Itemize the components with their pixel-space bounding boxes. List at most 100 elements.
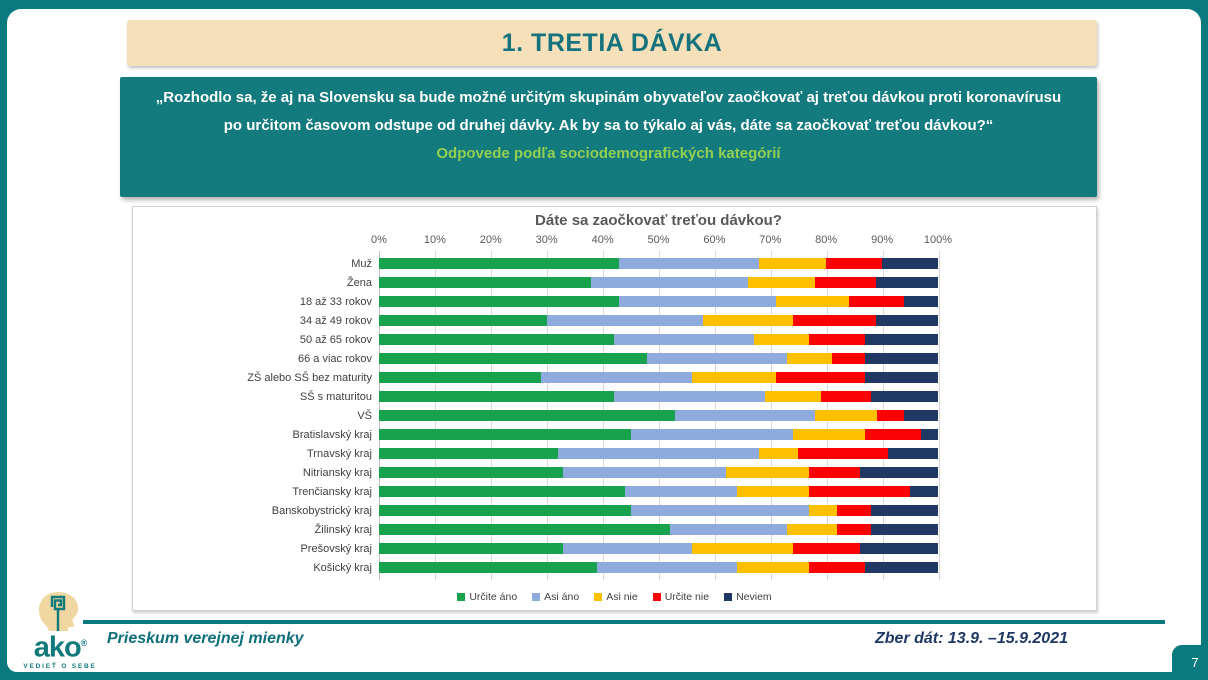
axis-tick-label: 40% (591, 234, 614, 246)
bar-segment (798, 448, 888, 459)
category-label: Prešovský kraj (300, 542, 372, 555)
bar-segment (876, 315, 938, 326)
question-box: „Rozhodlo sa, že aj na Slovensku sa bude… (120, 77, 1097, 197)
chart-legend: Určite áno Asi áno Asi nie Určite nie Neviem (133, 591, 1096, 603)
chart-title: Dáte sa zaočkovať treťou dávkou? (535, 212, 782, 229)
bar-segment (563, 543, 693, 554)
bar-segment (815, 410, 877, 421)
gridline (939, 251, 940, 580)
chart-panel: Dáte sa zaočkovať treťou dávkou? 0% 10% 20… (132, 206, 1097, 611)
bar-segment (379, 467, 564, 478)
bar-segment (379, 410, 676, 421)
bar-segment (865, 372, 938, 383)
bar-segment (379, 277, 592, 288)
legend-label: Určite nie (664, 591, 710, 603)
bar-segment (613, 334, 754, 345)
legend-item: Neviem (724, 591, 772, 603)
bar-segment (747, 277, 815, 288)
legend-label: Asi nie (606, 591, 638, 603)
bar-segment (624, 486, 737, 497)
bar-segment (725, 467, 810, 478)
bar-segment (865, 334, 938, 345)
category-label: ZŠ alebo SŠ bez maturity (247, 371, 372, 384)
bar-segment (809, 334, 866, 345)
bar-segment (546, 315, 704, 326)
bar-track (379, 353, 938, 364)
legend-label: Neviem (736, 591, 772, 603)
category-label: Nitriansky kraj (302, 466, 372, 479)
bar-segment (379, 334, 614, 345)
chart-row: Bratislavský kraj (133, 425, 1098, 444)
bar-track (379, 467, 938, 478)
registered-mark: ® (80, 638, 88, 648)
bar-segment (379, 372, 542, 383)
page-number-tab: 7 (1172, 645, 1208, 680)
legend-swatch (532, 593, 541, 601)
axis-tick-label: 0% (371, 234, 387, 246)
footer-divider (83, 620, 1165, 624)
legend-label: Asi áno (544, 591, 580, 603)
chart-row: ZŠ alebo SŠ bez maturity (133, 368, 1098, 387)
bar-segment (379, 505, 631, 516)
bar-segment (904, 410, 938, 421)
bar-segment (826, 258, 883, 269)
chart-row: 66 a viac rokov (133, 349, 1098, 368)
bar-segment (865, 562, 938, 573)
bar-segment (792, 429, 866, 440)
bar-segment (379, 258, 620, 269)
bar-segment (859, 467, 938, 478)
bar-segment (379, 391, 614, 402)
slide-title: 1. TRETIA DÁVKA (501, 28, 723, 57)
legend-swatch (594, 593, 603, 601)
bar-segment (379, 315, 547, 326)
slide-header: 1. TRETIA DÁVKA (127, 20, 1097, 66)
chart-row: Muž (133, 254, 1098, 273)
bar-segment (787, 524, 838, 535)
bar-segment (669, 524, 788, 535)
bar-segment (379, 296, 620, 307)
logo-tagline: VEDIEŤ O SEBE (23, 662, 97, 670)
bar-track (379, 562, 938, 573)
bar-segment (870, 505, 938, 516)
chart-row: Trnavský kraj (133, 444, 1098, 463)
bar-segment (692, 372, 776, 383)
bar-segment (809, 467, 860, 478)
chart-row: 34 až 49 rokov (133, 311, 1098, 330)
question-subtitle: Odpovede podľa sociodemografických kateg… (436, 145, 781, 162)
bar-segment (787, 353, 832, 364)
chart-row: Prešovský kraj (133, 539, 1098, 558)
ako-logo: ako® VEDIEŤ O SEBE (21, 591, 99, 670)
bar-segment (870, 524, 938, 535)
bar-segment (921, 429, 938, 440)
bar-track (379, 486, 938, 497)
head-profile-icon (39, 592, 79, 631)
legend-swatch (652, 593, 661, 601)
chart-row: SŠ s maturitou (133, 387, 1098, 406)
bar-segment (815, 277, 877, 288)
category-label: VŠ (357, 409, 372, 422)
chart-row: Banskobystrický kraj (133, 501, 1098, 520)
bar-segment (848, 296, 905, 307)
bar-segment (759, 258, 827, 269)
bar-segment (563, 467, 726, 478)
axis-tick-label: 30% (535, 234, 558, 246)
category-label: 34 až 49 rokov (299, 314, 372, 327)
chart-row: VŠ (133, 406, 1098, 425)
legend-item: Určite nie (652, 591, 710, 603)
category-label: SŠ s maturitou (299, 390, 372, 403)
bar-track (379, 258, 938, 269)
legend-item: Určite áno (457, 591, 517, 603)
bar-track (379, 391, 938, 402)
bar-segment (557, 448, 760, 459)
question-text: „Rozhodlo sa, že aj na Slovensku sa bude… (155, 89, 1062, 134)
chart-row: Košický kraj (133, 558, 1098, 577)
bar-segment (759, 448, 799, 459)
bar-segment (870, 391, 938, 402)
bar-segment (764, 391, 821, 402)
bar-segment (876, 410, 905, 421)
bar-track (379, 296, 938, 307)
chart-row: Nitriansky kraj (133, 463, 1098, 482)
slide-canvas: 1. TRETIA DÁVKA „Rozhodlo sa, že aj na S… (7, 9, 1201, 672)
chart-row: 50 až 65 rokov (133, 330, 1098, 349)
bar-segment (597, 562, 737, 573)
